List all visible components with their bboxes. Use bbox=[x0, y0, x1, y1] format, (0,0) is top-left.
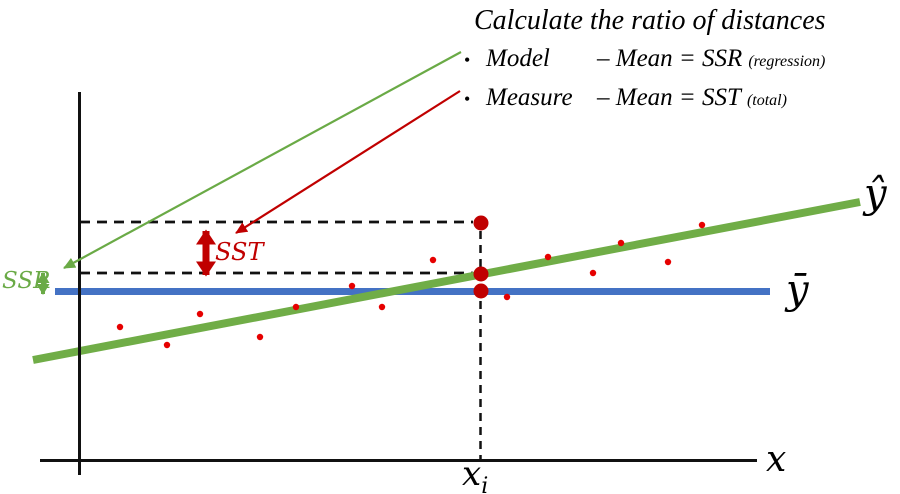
bullet-model-row: • Model – Mean = SSR (regression) bbox=[452, 41, 826, 80]
data-point bbox=[196, 310, 204, 318]
data-point bbox=[617, 239, 625, 247]
bullet-measure-formula: – Mean = SST bbox=[597, 84, 741, 111]
data-point bbox=[348, 282, 356, 290]
data-point bbox=[256, 333, 264, 341]
bullet-model-note: (regression) bbox=[748, 53, 826, 70]
mean-point bbox=[473, 283, 489, 299]
data-point bbox=[429, 256, 437, 264]
data-point bbox=[544, 253, 552, 261]
scatter-points bbox=[116, 221, 706, 349]
data-point bbox=[378, 303, 386, 311]
sst-callout-arrow bbox=[235, 90, 461, 234]
highlight-points bbox=[473, 215, 489, 299]
header: Calculate the ratio of distances • Model… bbox=[452, 0, 826, 119]
x-axis-label: x bbox=[766, 439, 786, 480]
data-point bbox=[589, 269, 597, 277]
data-point bbox=[163, 341, 171, 349]
data-point bbox=[292, 303, 300, 311]
regression-line bbox=[32, 198, 861, 364]
regression-line-label: ŷ bbox=[862, 171, 888, 217]
xi-tick-label: xi bbox=[462, 454, 488, 494]
data-point bbox=[664, 258, 672, 266]
data-point bbox=[116, 323, 124, 331]
ssr-callout-arrow bbox=[63, 51, 462, 269]
ssr-label: SSR bbox=[2, 268, 50, 294]
bullet-icon: • bbox=[464, 50, 471, 70]
bullet-measure-row: • Measure – Mean = SST (total) bbox=[452, 80, 826, 119]
bullet-measure-note: (total) bbox=[746, 92, 787, 109]
bullet-model-formula: – Mean = SSR bbox=[597, 45, 743, 72]
model-point bbox=[473, 266, 489, 282]
data-point bbox=[503, 293, 511, 301]
data-point bbox=[698, 221, 706, 229]
diagram-title: Calculate the ratio of distances bbox=[474, 5, 826, 36]
bullet-measure-term: Measure bbox=[486, 84, 573, 111]
measure-point bbox=[473, 215, 489, 231]
mean-line-label: ȳ bbox=[784, 267, 810, 313]
bullet-model-term: Model bbox=[486, 45, 550, 72]
sst-label: SST bbox=[215, 238, 265, 266]
bullet-icon: • bbox=[464, 89, 471, 109]
